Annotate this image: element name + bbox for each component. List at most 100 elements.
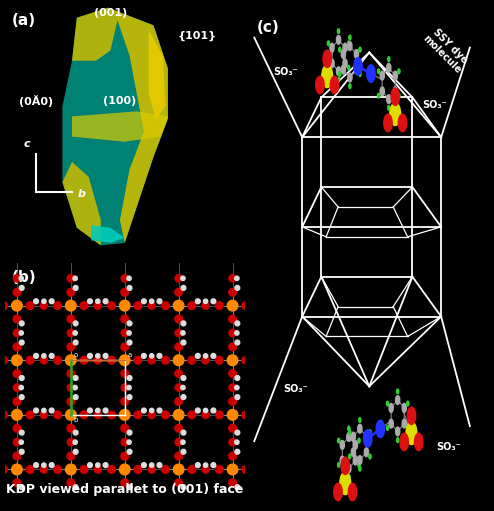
Circle shape: [19, 449, 24, 454]
Circle shape: [343, 59, 347, 68]
Circle shape: [337, 29, 340, 34]
Circle shape: [349, 454, 351, 459]
Circle shape: [414, 433, 423, 451]
Circle shape: [196, 299, 200, 304]
Polygon shape: [120, 119, 168, 243]
Circle shape: [34, 462, 39, 468]
Circle shape: [397, 438, 399, 443]
Circle shape: [202, 357, 209, 364]
Circle shape: [188, 466, 196, 473]
Circle shape: [348, 475, 350, 479]
Circle shape: [175, 479, 182, 486]
Circle shape: [19, 340, 24, 345]
Circle shape: [19, 276, 23, 281]
Circle shape: [351, 448, 356, 457]
Circle shape: [67, 370, 75, 378]
Circle shape: [103, 299, 108, 304]
Circle shape: [351, 432, 356, 441]
Circle shape: [127, 394, 132, 400]
Circle shape: [229, 398, 237, 405]
Circle shape: [348, 42, 352, 51]
Circle shape: [134, 356, 142, 364]
Circle shape: [330, 59, 334, 68]
Circle shape: [141, 408, 146, 413]
Text: SO₃⁻: SO₃⁻: [436, 442, 461, 452]
Circle shape: [13, 479, 21, 486]
Circle shape: [49, 462, 54, 468]
Circle shape: [181, 286, 186, 290]
Circle shape: [229, 288, 237, 296]
Circle shape: [173, 464, 184, 475]
Circle shape: [19, 286, 24, 290]
Text: (b): (b): [12, 270, 37, 286]
Circle shape: [0, 466, 7, 473]
Circle shape: [388, 105, 390, 110]
Circle shape: [386, 426, 389, 430]
Circle shape: [369, 430, 371, 434]
Circle shape: [73, 286, 78, 290]
Circle shape: [148, 357, 155, 364]
Circle shape: [87, 299, 92, 304]
Circle shape: [13, 424, 21, 432]
Circle shape: [215, 302, 223, 310]
Circle shape: [227, 355, 238, 365]
Circle shape: [66, 355, 76, 365]
Circle shape: [235, 385, 239, 390]
Circle shape: [181, 321, 186, 326]
Circle shape: [235, 440, 239, 445]
Circle shape: [87, 408, 92, 413]
Circle shape: [397, 389, 399, 394]
Circle shape: [157, 299, 162, 304]
Circle shape: [202, 247, 209, 254]
Circle shape: [41, 354, 46, 358]
Circle shape: [215, 356, 223, 364]
Circle shape: [348, 426, 350, 431]
Circle shape: [334, 483, 342, 501]
Circle shape: [242, 356, 249, 364]
Text: a: a: [127, 352, 131, 358]
Circle shape: [73, 331, 77, 335]
Circle shape: [349, 35, 351, 40]
Circle shape: [127, 276, 131, 281]
Circle shape: [96, 244, 100, 249]
Circle shape: [96, 299, 100, 304]
Circle shape: [121, 398, 128, 405]
Circle shape: [235, 321, 240, 326]
Circle shape: [26, 302, 34, 310]
Circle shape: [347, 464, 351, 473]
Circle shape: [249, 408, 254, 413]
Circle shape: [393, 71, 397, 80]
Circle shape: [41, 411, 47, 419]
Circle shape: [376, 420, 384, 437]
Circle shape: [407, 407, 415, 425]
Circle shape: [364, 430, 372, 447]
Circle shape: [80, 302, 88, 310]
Circle shape: [19, 376, 24, 380]
Circle shape: [67, 384, 75, 391]
Circle shape: [49, 408, 54, 413]
Circle shape: [354, 65, 359, 74]
Circle shape: [316, 76, 324, 94]
Circle shape: [26, 411, 34, 419]
Circle shape: [41, 463, 46, 467]
Circle shape: [73, 430, 78, 435]
Circle shape: [67, 288, 75, 296]
Text: SSY dye
molecule: SSY dye molecule: [421, 25, 471, 75]
Circle shape: [202, 302, 209, 309]
Circle shape: [175, 384, 182, 391]
Circle shape: [204, 354, 208, 358]
Circle shape: [204, 244, 208, 249]
Circle shape: [407, 426, 409, 430]
Circle shape: [162, 466, 169, 473]
Circle shape: [387, 63, 391, 72]
Polygon shape: [72, 8, 118, 61]
Circle shape: [181, 440, 185, 445]
Circle shape: [67, 275, 75, 282]
Circle shape: [66, 409, 76, 420]
Circle shape: [49, 299, 54, 304]
Circle shape: [34, 408, 39, 413]
Circle shape: [73, 440, 77, 445]
Text: c: c: [23, 139, 30, 149]
Circle shape: [337, 462, 340, 467]
Circle shape: [242, 302, 249, 310]
